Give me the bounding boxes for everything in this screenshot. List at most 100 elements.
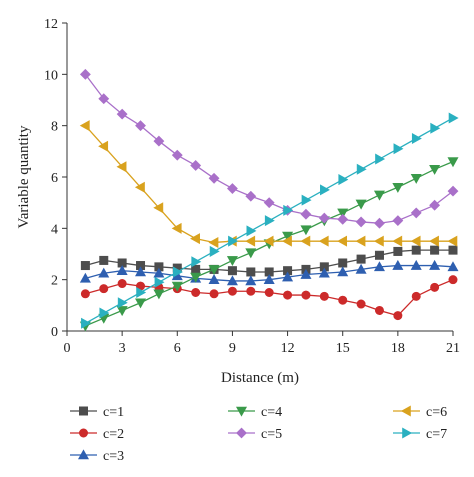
legend-item: c=1: [70, 405, 124, 420]
data-point: [136, 286, 147, 299]
data-point: [264, 287, 274, 297]
data-point: [99, 307, 110, 319]
data-point: [338, 258, 348, 268]
data-point: [208, 274, 220, 284]
data-point: [300, 225, 312, 236]
data-point: [246, 286, 256, 296]
data-point: [373, 235, 384, 247]
legend-marker: [79, 406, 89, 416]
data-point: [227, 286, 237, 296]
data-point: [135, 120, 146, 132]
x-axis-label: Distance (m): [221, 370, 299, 386]
data-point: [209, 245, 220, 257]
legend-label: c=7: [426, 427, 447, 442]
data-point: [190, 272, 202, 283]
legend-marker: [402, 427, 413, 439]
series-layer: [79, 68, 459, 332]
data-point: [393, 143, 404, 155]
data-point: [98, 140, 109, 152]
series-2: [80, 275, 458, 321]
data-point: [356, 163, 367, 175]
data-point: [99, 255, 109, 265]
data-point: [171, 149, 183, 161]
data-point: [153, 267, 165, 278]
data-point: [356, 254, 366, 264]
data-point: [263, 197, 275, 209]
legend-label: c=5: [261, 427, 282, 442]
data-point: [81, 317, 91, 329]
y-tick-label: 0: [51, 325, 58, 340]
legend-marker: [77, 449, 90, 460]
legend-label: c=3: [103, 449, 124, 464]
data-point: [227, 183, 238, 194]
data-point: [338, 295, 348, 305]
data-point: [283, 204, 294, 216]
data-point: [80, 289, 90, 299]
data-point: [245, 235, 256, 247]
data-point: [153, 289, 165, 300]
data-point: [245, 275, 257, 286]
data-point: [301, 290, 311, 300]
data-point: [375, 153, 386, 165]
data-point: [191, 287, 201, 297]
data-point: [191, 264, 201, 274]
data-point: [448, 275, 458, 285]
data-point: [228, 235, 239, 247]
data-point: [429, 235, 439, 247]
data-point: [410, 173, 422, 184]
data-point: [374, 217, 385, 229]
y-tick-label: 4: [51, 222, 58, 237]
data-point: [393, 311, 403, 321]
y-tick-label: 12: [44, 17, 58, 32]
data-point: [79, 120, 90, 132]
data-point: [117, 279, 127, 289]
legend-label: c=2: [103, 427, 124, 442]
data-point: [283, 290, 293, 300]
data-point: [99, 284, 109, 294]
data-point: [79, 68, 91, 80]
y-tick-label: 10: [44, 68, 58, 83]
data-point: [116, 108, 128, 120]
data-point: [337, 235, 348, 247]
data-point: [318, 212, 330, 224]
data-point: [320, 184, 330, 196]
data-point: [135, 266, 147, 277]
data-point: [135, 298, 147, 309]
data-point: [337, 266, 349, 277]
data-point: [411, 291, 421, 301]
data-point: [318, 267, 330, 278]
data-point: [373, 261, 385, 272]
data-point: [430, 245, 440, 255]
data-point: [80, 261, 90, 271]
y-tick-label: 2: [51, 274, 58, 289]
legend-label: c=6: [426, 405, 447, 420]
axes: 0 3 6 9 12 15 18 21 0 2 4 6 8 10 12: [44, 17, 460, 356]
data-point: [355, 263, 367, 274]
legend-marker: [400, 405, 411, 417]
legend-item: c=6: [393, 405, 447, 420]
legend-marker: [235, 406, 248, 417]
legend-marker: [79, 428, 89, 438]
legend-item: c=3: [70, 449, 124, 464]
data-point: [98, 93, 110, 105]
data-point: [246, 267, 256, 277]
data-point: [227, 266, 237, 276]
data-point: [448, 245, 458, 255]
data-point: [318, 235, 329, 247]
data-point: [245, 248, 257, 259]
data-point: [355, 216, 367, 228]
data-point: [116, 265, 128, 275]
data-point: [338, 174, 349, 186]
x-tick-label: 6: [174, 341, 181, 356]
data-point: [447, 261, 459, 272]
x-tick-label: 21: [446, 341, 460, 356]
data-point: [172, 266, 183, 278]
data-point: [264, 215, 275, 227]
data-point: [171, 281, 183, 292]
data-point: [263, 274, 275, 284]
series-3: [79, 259, 459, 286]
data-point: [374, 250, 384, 260]
legend: c=1 c=2 c=3 c=4 c=5 c=6 c=7: [70, 405, 447, 464]
data-point: [116, 306, 128, 317]
data-point: [300, 208, 312, 220]
